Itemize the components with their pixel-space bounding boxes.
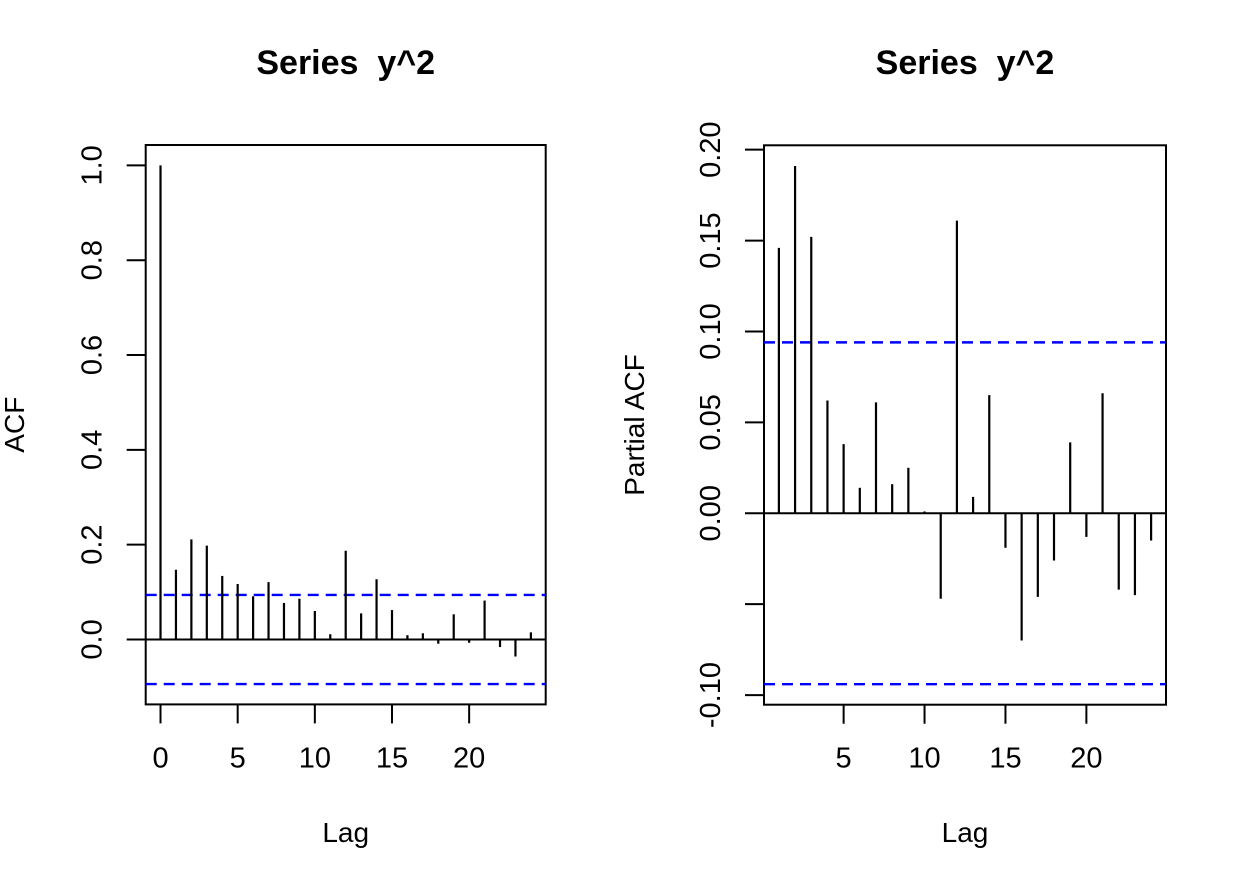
acf-x-axis-label: Lag (322, 817, 369, 848)
acf-y-tick-label: 0.4 (77, 430, 109, 470)
acf-x-tick-label: 15 (376, 742, 408, 774)
pacf-y-tick-label: -0.10 (695, 662, 727, 728)
pacf-x-tick-label: 20 (1070, 743, 1102, 775)
pacf-x-tick-label: 5 (836, 743, 852, 775)
acf-x-tick-label: 5 (230, 742, 246, 774)
pacf-x-axis-label: Lag (942, 817, 989, 848)
acf-y-tick-label: 1.0 (77, 145, 109, 185)
pacf-chart-title: Series y^2 (876, 44, 1055, 82)
pacf-y-tick-label: 0.10 (695, 303, 727, 359)
pacf-panel: Series y^2 Lag Partial ACF -0.10 0.00 0.05 0.1… (620, 44, 1167, 848)
pacf-x-tick-label: 10 (908, 743, 940, 775)
acf-panel: Series y^2 Lag ACF 0.0 0.2 0.4 0.6 0.8 1.0 0 5 10 15… (0, 44, 547, 848)
acf-y-tick-label: 0.2 (77, 524, 109, 564)
pacf-y-tick-label: 0.20 (695, 121, 727, 177)
acf-y-tick-label: 0.0 (77, 619, 109, 659)
pacf-plot-box (763, 144, 1167, 706)
acf-y-axis-label: ACF (0, 397, 30, 453)
acf-y-tick-label: 0.6 (77, 335, 109, 375)
pacf-y-axis-label: Partial ACF (620, 354, 650, 496)
acf-plot-box (144, 144, 547, 706)
pacf-y-tick-label: 0.15 (695, 212, 727, 268)
pacf-y-tick-label: 0.05 (695, 394, 727, 450)
acf-x-tick-label: 0 (152, 742, 168, 774)
acf-x-tick-label: 20 (453, 742, 485, 774)
acf-chart-title: Series y^2 (256, 44, 435, 82)
acf-x-tick-label: 10 (299, 742, 331, 774)
pacf-x-tick-label: 15 (989, 743, 1021, 775)
pacf-y-tick-label: 0.00 (695, 485, 727, 541)
acf-y-tick-label: 0.8 (77, 240, 109, 280)
